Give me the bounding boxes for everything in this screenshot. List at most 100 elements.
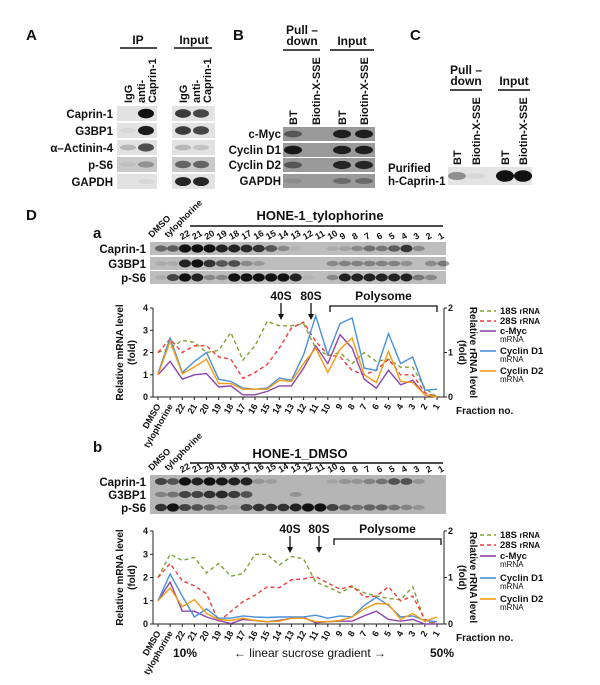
x-tick-label: 2 xyxy=(418,402,429,411)
band xyxy=(175,160,191,169)
x-tick-label: 15 xyxy=(258,402,272,416)
x-tick-label: 4 xyxy=(394,402,405,411)
fraction-label: 14 xyxy=(276,461,290,475)
band xyxy=(203,274,216,281)
band xyxy=(351,504,364,511)
band xyxy=(277,273,290,282)
band xyxy=(179,259,191,268)
band xyxy=(228,273,241,282)
band xyxy=(333,145,351,155)
band xyxy=(203,477,216,486)
band xyxy=(155,477,167,486)
band xyxy=(277,245,290,252)
legend-label: 28S rRNA xyxy=(500,316,540,327)
legend-label: 28S rRNA xyxy=(500,540,540,551)
row-label: Cyclin D1 xyxy=(229,145,282,157)
y-tick-label: 3 xyxy=(143,549,148,559)
x-tick-label: 8 xyxy=(346,402,357,411)
band xyxy=(363,273,376,282)
band xyxy=(425,260,437,267)
band xyxy=(252,503,265,512)
ip-header: IP xyxy=(132,33,143,47)
x-tick-label: 18 xyxy=(222,402,236,416)
band xyxy=(351,245,364,252)
band xyxy=(338,260,351,267)
lane-label: BT xyxy=(452,150,464,165)
y-right-tick-label: 0 xyxy=(448,392,453,402)
band xyxy=(252,261,265,266)
fraction-label: 13 xyxy=(289,461,303,475)
x-tick-label: 20 xyxy=(198,629,212,643)
x-tick-label: 13 xyxy=(282,629,296,643)
band xyxy=(388,273,401,282)
x-tick-label: 21 xyxy=(185,629,199,643)
band xyxy=(326,246,339,251)
x-tick-label: 17 xyxy=(234,402,248,416)
fraction-label: 10 xyxy=(326,461,340,475)
band xyxy=(437,260,450,267)
fraction-label: 3 xyxy=(412,231,421,242)
lane-labels: IgG anti- Caprin-1 IgG anti- Caprin-1 xyxy=(123,58,214,103)
band xyxy=(326,479,339,484)
series-line-c-myc xyxy=(157,333,438,398)
band xyxy=(265,245,278,252)
lane-label: anti- xyxy=(191,79,203,103)
legend-unit: mRNA xyxy=(500,335,524,344)
band xyxy=(351,273,364,282)
y-axis-label: Relative mRNA level xyxy=(115,304,126,401)
y-tick-label: 2 xyxy=(143,573,148,583)
fraction-label: 14 xyxy=(276,228,290,242)
band xyxy=(514,170,532,182)
band xyxy=(203,490,216,499)
input-header: Input xyxy=(179,33,208,47)
panel-label: B xyxy=(233,27,244,44)
annotation-label: 40S xyxy=(279,522,300,536)
panel-b: B Pull – down Input BT Biotin-X-SSE BT Biot… xyxy=(229,23,375,188)
x-tick-label: 15 xyxy=(258,629,272,643)
blot-strip xyxy=(150,257,446,270)
band xyxy=(215,490,228,499)
band xyxy=(252,479,265,484)
band xyxy=(179,490,191,499)
band xyxy=(138,178,154,185)
band xyxy=(412,245,425,252)
series-line-18s xyxy=(157,553,438,625)
band xyxy=(400,478,413,485)
band xyxy=(388,504,401,511)
blot-strip xyxy=(172,140,215,155)
annotation-label: Polysome xyxy=(355,289,412,303)
band xyxy=(228,505,241,510)
fraction-label: 1 xyxy=(436,464,445,475)
band xyxy=(191,477,204,486)
fraction-label: 18 xyxy=(227,461,241,475)
x-tick-label: 7 xyxy=(358,402,369,411)
band xyxy=(289,246,302,251)
fraction-label: 1 xyxy=(436,231,445,242)
band xyxy=(333,129,351,139)
pulldown-header: down xyxy=(286,34,317,48)
x-tick-label: 1 xyxy=(431,402,442,411)
y-tick-label: 0 xyxy=(143,619,148,629)
band xyxy=(167,478,179,485)
band xyxy=(351,479,364,484)
input-header: Input xyxy=(337,34,366,48)
lane-label: Caprin-1 xyxy=(202,58,214,103)
band xyxy=(240,503,253,512)
fraction-label: 17 xyxy=(240,228,254,242)
band xyxy=(265,273,278,282)
band xyxy=(240,260,253,267)
band xyxy=(203,504,216,511)
fraction-label: 11 xyxy=(313,461,326,474)
row-label: G3BP1 xyxy=(108,259,146,271)
x-tick-label: 9 xyxy=(334,402,345,411)
fraction-label: 18 xyxy=(227,228,241,242)
lane-labels: BT Biotin-X-SSE BT Biotin-X-SSE xyxy=(452,97,530,165)
row-label: Cyclin D2 xyxy=(229,160,281,172)
band xyxy=(155,491,167,498)
fraction-label: 20 xyxy=(203,461,217,475)
x-tick-label: 12 xyxy=(295,402,309,416)
band xyxy=(338,504,351,511)
legend-label: c-Myc xyxy=(500,551,527,562)
band xyxy=(167,245,179,252)
